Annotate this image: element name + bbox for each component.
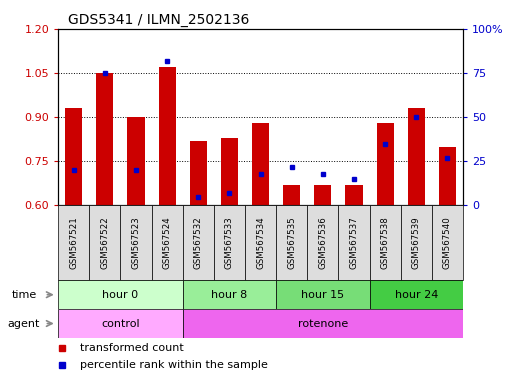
Bar bbox=[58, 205, 89, 280]
Text: GSM567534: GSM567534 bbox=[256, 217, 265, 269]
Bar bbox=[251, 123, 269, 205]
Bar bbox=[214, 205, 244, 280]
Bar bbox=[431, 205, 462, 280]
Bar bbox=[189, 141, 207, 205]
Bar bbox=[127, 117, 144, 205]
Bar bbox=[276, 280, 369, 309]
Bar bbox=[376, 123, 393, 205]
Bar bbox=[369, 280, 462, 309]
Text: GSM567522: GSM567522 bbox=[100, 217, 109, 269]
Bar bbox=[400, 205, 431, 280]
Bar bbox=[120, 205, 152, 280]
Text: hour 8: hour 8 bbox=[211, 290, 247, 300]
Bar bbox=[307, 205, 338, 280]
Text: control: control bbox=[101, 318, 139, 329]
Bar bbox=[182, 309, 462, 338]
Bar bbox=[58, 309, 182, 338]
Text: GSM567538: GSM567538 bbox=[380, 217, 389, 269]
Text: GSM567523: GSM567523 bbox=[131, 217, 140, 269]
Bar bbox=[438, 147, 455, 205]
Bar bbox=[369, 205, 400, 280]
Bar bbox=[65, 108, 82, 205]
Bar bbox=[152, 205, 182, 280]
Text: rotenone: rotenone bbox=[297, 318, 347, 329]
Bar bbox=[89, 205, 120, 280]
Text: GSM567521: GSM567521 bbox=[69, 217, 78, 269]
Text: hour 24: hour 24 bbox=[394, 290, 437, 300]
Bar bbox=[221, 138, 237, 205]
Bar bbox=[244, 205, 276, 280]
Text: GSM567539: GSM567539 bbox=[411, 217, 420, 269]
Text: percentile rank within the sample: percentile rank within the sample bbox=[80, 360, 268, 370]
Bar bbox=[96, 73, 113, 205]
Text: time: time bbox=[12, 290, 36, 300]
Text: GSM567537: GSM567537 bbox=[349, 217, 358, 269]
Bar bbox=[314, 185, 331, 205]
Text: GSM567536: GSM567536 bbox=[318, 217, 327, 269]
Bar bbox=[182, 280, 276, 309]
Bar bbox=[58, 280, 182, 309]
Text: transformed count: transformed count bbox=[80, 343, 184, 353]
Bar bbox=[338, 205, 369, 280]
Text: GSM567540: GSM567540 bbox=[442, 217, 451, 269]
Bar bbox=[345, 185, 362, 205]
Text: hour 15: hour 15 bbox=[300, 290, 344, 300]
Text: GSM567524: GSM567524 bbox=[162, 217, 171, 269]
Bar bbox=[158, 67, 175, 205]
Text: GDS5341 / ILMN_2502136: GDS5341 / ILMN_2502136 bbox=[68, 13, 249, 27]
Bar bbox=[182, 205, 214, 280]
Text: GSM567533: GSM567533 bbox=[225, 217, 233, 269]
Text: hour 0: hour 0 bbox=[102, 290, 138, 300]
Bar bbox=[283, 185, 299, 205]
Text: GSM567532: GSM567532 bbox=[193, 217, 203, 269]
Text: GSM567535: GSM567535 bbox=[287, 217, 295, 269]
Bar bbox=[407, 108, 424, 205]
Bar bbox=[276, 205, 307, 280]
Text: agent: agent bbox=[8, 318, 40, 329]
